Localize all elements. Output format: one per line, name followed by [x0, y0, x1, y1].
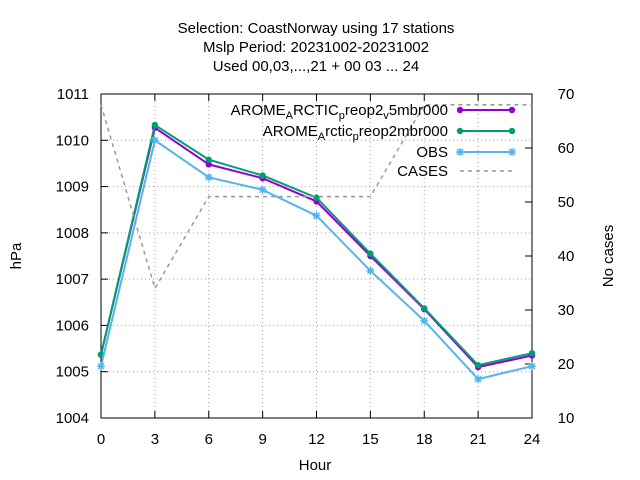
- data-point: [258, 185, 267, 194]
- y-axis-label: hPa: [8, 242, 25, 269]
- data-point: [456, 148, 464, 156]
- axes: 0 3 6 9 12 15 18 21 24 1004 1005 1006 1007 1008 1009 10…: [56, 86, 575, 448]
- data-point-ray: [474, 375, 482, 383]
- y-tick-label: 1006: [56, 317, 89, 334]
- data-point: [508, 148, 516, 156]
- y2-axis-label: No cases: [600, 225, 617, 288]
- data-point: [528, 362, 536, 371]
- series-line: [100, 123, 533, 367]
- y-tick-label: 1004: [56, 410, 89, 427]
- data-point-ray: [205, 173, 213, 181]
- data-point: [456, 106, 464, 114]
- x-tick-label: 18: [416, 431, 433, 448]
- legend-entry: AROMEARCTICpreop2v5mbr000: [231, 102, 516, 122]
- series-line: [100, 138, 533, 381]
- x-tick-label: 9: [258, 431, 266, 448]
- data-point-ray: [313, 212, 320, 220]
- y2-tick-label: 40: [558, 248, 575, 265]
- data-point: [421, 305, 428, 312]
- data-point: [313, 194, 320, 201]
- x-tick-label: 3: [151, 431, 159, 448]
- y-tick-label: 1005: [56, 364, 89, 381]
- y-tick-label: 1007: [56, 271, 89, 288]
- legend-label: CASES: [397, 163, 448, 180]
- y-tick-label: 1008: [56, 225, 89, 242]
- y2-tick-label: 30: [558, 302, 575, 319]
- title-line-1: Selection: CoastNorway using 17 stations: [178, 20, 455, 37]
- data-point: [474, 375, 483, 384]
- data-point: [456, 127, 464, 135]
- data-point: [474, 362, 482, 369]
- title-line-3: Used 00,03,...,21 + 00 03 ... 24: [213, 58, 419, 75]
- y2-tick-label: 20: [558, 356, 575, 373]
- data-point: [367, 250, 374, 257]
- data-point: [150, 136, 159, 145]
- x-tick-label: 12: [308, 431, 325, 448]
- chart-title: Selection: CoastNorway using 17 stations…: [178, 20, 455, 75]
- data-point-ray: [508, 148, 516, 156]
- legend-label: AROMEArcticpreop2mbr000: [263, 123, 448, 143]
- x-axis-label: Hour: [299, 457, 332, 474]
- x-tick-label: 0: [97, 431, 105, 448]
- data-point: [259, 172, 266, 179]
- data-point-ray: [528, 362, 536, 370]
- x-tick-label: 15: [362, 431, 379, 448]
- grid: [101, 94, 532, 418]
- y2-tick-label: 10: [558, 410, 575, 427]
- x-tick-label: 6: [205, 431, 213, 448]
- title-line-2: Mslp Period: 20231002-20231002: [203, 39, 429, 56]
- data-point: [151, 121, 159, 129]
- series: [97, 136, 536, 384]
- y-tick-label: 1009: [56, 179, 89, 196]
- series-line: [100, 104, 532, 291]
- x-tick-label: 24: [524, 431, 541, 448]
- y-tick-label: 1011: [57, 86, 89, 103]
- legend-entry: CASES: [397, 163, 512, 180]
- legend-entry: OBS: [416, 144, 516, 161]
- legend-entry: AROMEArcticpreop2mbr000: [263, 123, 516, 143]
- data-point-ray: [456, 148, 464, 156]
- series-layer: [97, 104, 536, 384]
- data-point-ray: [97, 362, 105, 370]
- data-point: [366, 266, 375, 275]
- data-point: [420, 316, 429, 325]
- data-point-ray: [259, 186, 267, 194]
- data-point: [508, 106, 516, 114]
- data-point: [97, 362, 105, 371]
- data-point: [528, 350, 536, 357]
- data-point: [508, 127, 516, 135]
- data-point: [204, 173, 213, 182]
- y2-tick-label: 70: [558, 86, 575, 103]
- data-point: [205, 156, 212, 163]
- series: [100, 104, 532, 291]
- data-point-ray: [420, 317, 428, 325]
- x-tick-label: 21: [470, 431, 487, 448]
- data-point-ray: [151, 136, 159, 144]
- legend-label: AROMEARCTICpreop2v5mbr000: [231, 102, 448, 122]
- series-line: [100, 126, 533, 369]
- y2-tick-label: 60: [558, 140, 575, 157]
- data-point: [312, 211, 321, 220]
- legend-label: OBS: [416, 144, 448, 161]
- data-point-ray: [366, 267, 374, 275]
- series: [97, 124, 536, 371]
- legend: AROMEARCTICpreop2v5mbr000AROMEArcticpreo…: [231, 102, 516, 180]
- y-tick-label: 1010: [56, 132, 89, 149]
- y2-tick-label: 50: [558, 194, 575, 211]
- data-point: [205, 161, 212, 168]
